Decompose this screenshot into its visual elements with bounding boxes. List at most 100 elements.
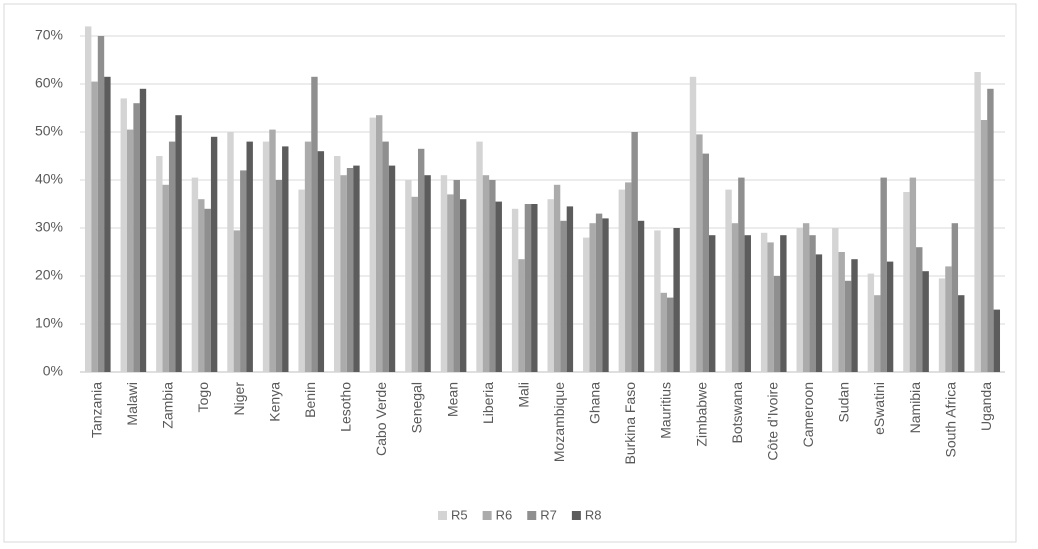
bar bbox=[844, 280, 852, 372]
legend-label: R8 bbox=[585, 507, 602, 522]
bar bbox=[298, 189, 305, 372]
bar bbox=[760, 232, 768, 372]
chart-frame bbox=[3, 3, 1017, 543]
bar bbox=[689, 76, 697, 373]
bar bbox=[382, 141, 389, 372]
bar bbox=[275, 180, 283, 372]
bar bbox=[916, 247, 923, 372]
bar bbox=[304, 141, 312, 372]
bar bbox=[440, 175, 448, 372]
bar bbox=[631, 132, 638, 372]
bar bbox=[175, 115, 182, 372]
bar bbox=[162, 184, 169, 372]
x-tick-label: South Africa bbox=[942, 382, 958, 458]
bar bbox=[459, 199, 467, 372]
bar bbox=[773, 276, 781, 372]
bar bbox=[974, 72, 981, 372]
bar bbox=[476, 141, 483, 372]
bar bbox=[874, 295, 881, 372]
bar bbox=[91, 81, 98, 372]
bar bbox=[97, 36, 105, 372]
bar bbox=[993, 309, 1001, 372]
x-tick-label: Benin bbox=[302, 382, 318, 418]
x-tick-label: Togo bbox=[195, 382, 211, 413]
bar bbox=[317, 151, 325, 372]
x-tick-label: Kenya bbox=[266, 382, 282, 422]
bar bbox=[815, 254, 823, 372]
bar bbox=[903, 192, 910, 372]
bar bbox=[886, 261, 894, 372]
bar bbox=[880, 177, 887, 372]
bar bbox=[411, 196, 418, 372]
bar bbox=[566, 206, 574, 372]
bar bbox=[246, 141, 253, 372]
bar bbox=[702, 153, 709, 372]
bar bbox=[269, 129, 276, 372]
x-tick-label: eSwatini bbox=[871, 382, 887, 435]
bar bbox=[104, 76, 111, 373]
x-tick-label: Mean bbox=[444, 382, 460, 417]
y-tick-label: 40% bbox=[35, 171, 63, 187]
x-tick-label: Lesotho bbox=[338, 382, 354, 432]
bar bbox=[482, 175, 490, 372]
bar bbox=[602, 218, 609, 372]
bar bbox=[637, 220, 645, 372]
bar bbox=[346, 168, 354, 372]
bar bbox=[369, 117, 376, 372]
x-tick-label: Senegal bbox=[409, 382, 425, 433]
bar bbox=[531, 204, 538, 372]
bar bbox=[524, 204, 532, 372]
bar bbox=[453, 180, 460, 372]
bar bbox=[340, 175, 347, 372]
legend-swatch bbox=[527, 511, 537, 520]
bar bbox=[867, 273, 875, 372]
bar bbox=[731, 223, 739, 372]
bar bbox=[518, 259, 525, 372]
bar bbox=[353, 165, 360, 372]
bar bbox=[547, 199, 554, 372]
bar bbox=[262, 141, 270, 372]
bar bbox=[227, 132, 234, 372]
bar bbox=[595, 213, 603, 372]
bar bbox=[945, 266, 952, 372]
x-tick-label: Niger bbox=[231, 382, 247, 416]
bar bbox=[909, 177, 917, 372]
bar bbox=[560, 220, 567, 372]
y-tick-label: 70% bbox=[35, 27, 63, 43]
bar bbox=[417, 148, 425, 372]
bar bbox=[198, 199, 205, 372]
bar bbox=[744, 235, 751, 372]
y-tick-label: 50% bbox=[35, 123, 63, 139]
bar bbox=[667, 297, 674, 372]
bar bbox=[388, 165, 396, 372]
bar bbox=[133, 103, 140, 372]
bar bbox=[958, 295, 965, 372]
bar bbox=[709, 235, 716, 372]
bar bbox=[809, 235, 816, 372]
bar bbox=[796, 228, 803, 372]
y-tick-label: 0% bbox=[43, 363, 63, 379]
legend-label: R5 bbox=[451, 507, 468, 522]
x-tick-label: Uganda bbox=[978, 382, 994, 431]
bar bbox=[168, 141, 176, 372]
y-tick-label: 10% bbox=[35, 315, 63, 331]
bar bbox=[191, 177, 199, 372]
x-tick-label: Zimbabwe bbox=[693, 382, 709, 447]
x-tick-label: Burkina Faso bbox=[622, 382, 638, 465]
bar bbox=[424, 175, 431, 372]
bar bbox=[832, 228, 839, 372]
bar bbox=[838, 252, 845, 372]
bar bbox=[938, 278, 946, 372]
x-tick-label: Cameroon bbox=[800, 382, 816, 447]
bar bbox=[489, 180, 496, 372]
bar bbox=[156, 156, 163, 372]
bar bbox=[589, 223, 596, 372]
bar bbox=[240, 170, 247, 372]
bar bbox=[311, 76, 318, 373]
bar bbox=[618, 189, 626, 372]
x-tick-label: Cabo Verde bbox=[373, 382, 389, 456]
x-tick-label: Mozambique bbox=[551, 382, 567, 462]
bar bbox=[583, 237, 590, 372]
y-tick-label: 60% bbox=[35, 75, 63, 91]
